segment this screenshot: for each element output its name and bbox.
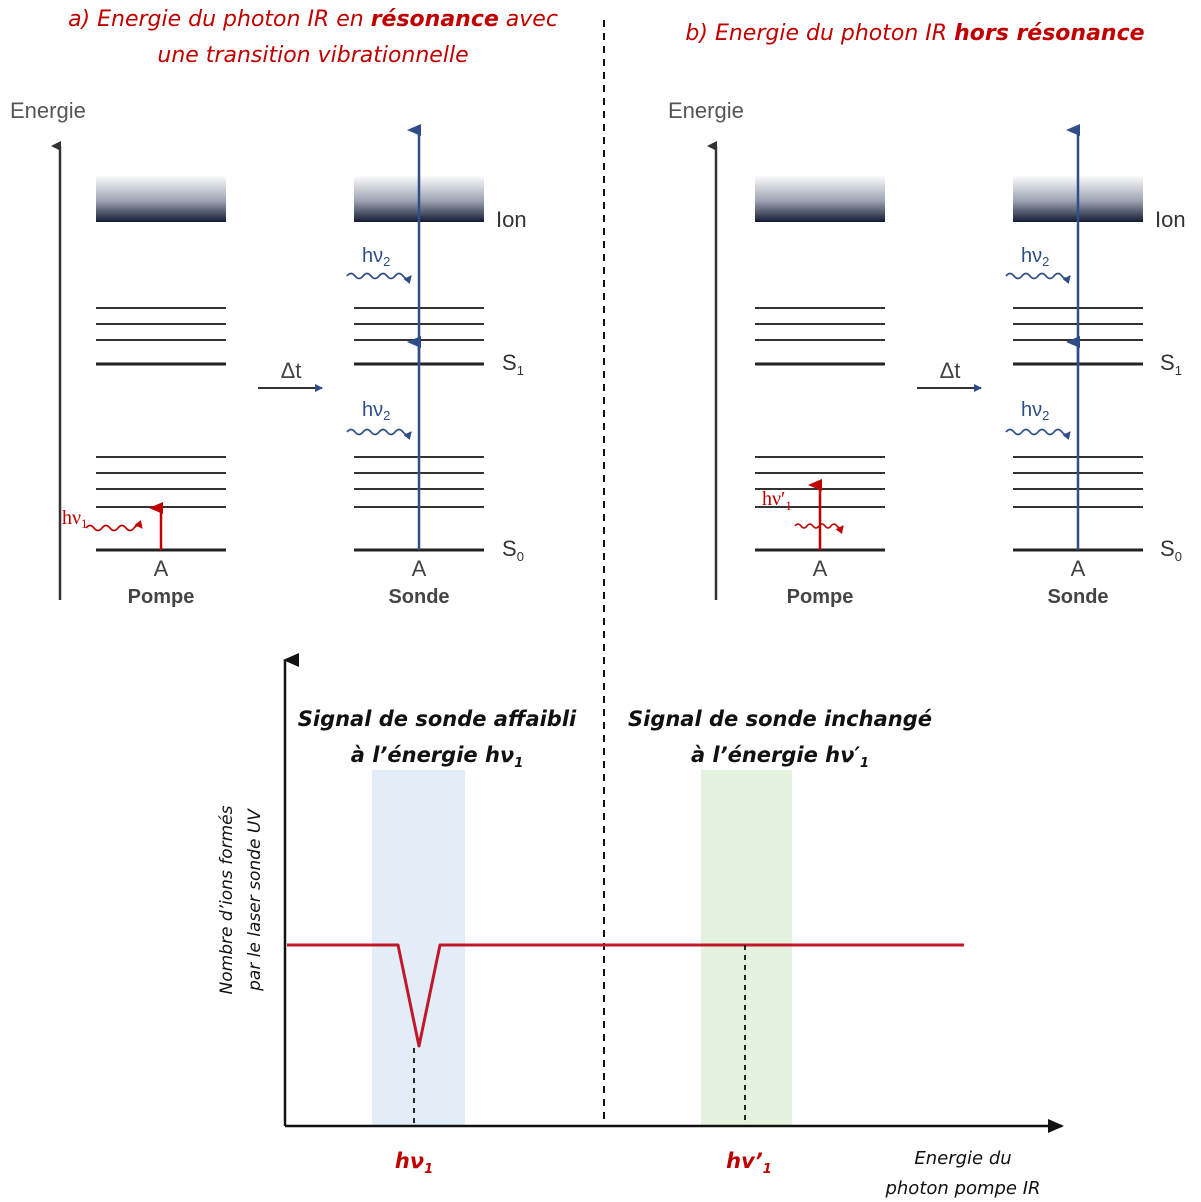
probe-photon-label-lower: hν2 <box>1021 399 1049 423</box>
panel-a-title-line2: une transition vibrationnelle <box>157 43 468 68</box>
state-a-label: A <box>154 556 169 581</box>
probe-photon-wave-lower <box>346 428 412 440</box>
probe-photon-wave-lower <box>1005 428 1071 440</box>
probe-photon-label-upper: hν2 <box>362 245 390 269</box>
probe-photon-label-lower: hν2 <box>362 399 390 423</box>
x-axis-label-line1: Energie du <box>914 1148 1011 1169</box>
pump-label: Pompe <box>128 586 195 608</box>
ion-level-label: Ion <box>496 207 527 232</box>
probe-label: Sonde <box>1047 586 1108 608</box>
probe-photon-wave-upper <box>1005 272 1071 284</box>
y-axis-label-line2: par le laser sonde UV <box>245 808 265 992</box>
ion-signal-chart: Signal de sonde affaibli à l’énergie hν1… <box>217 653 1064 1199</box>
energy-axis-label: Energie <box>10 98 86 123</box>
pump-photon-wave <box>85 520 143 532</box>
s0-level-label: S0 <box>1160 536 1182 564</box>
signal-b-label-line1: Signal de sonde inchangé <box>628 707 932 731</box>
x-tick-hv1-prime: hv’1 <box>726 1149 772 1177</box>
y-axis-label-line1: Nombre d’ions formés <box>217 805 237 994</box>
ion-signal-curve <box>287 943 964 1048</box>
offresonance-band <box>701 770 792 1126</box>
x-tick-hv1: hν1 <box>395 1149 433 1177</box>
panel-b-diagram: Energie hν′1 A Pompe Δt Ion S1 S0 <box>668 98 1186 608</box>
delay-label: Δt <box>281 358 302 383</box>
state-a-label: A <box>1071 556 1086 581</box>
probe-label: Sonde <box>388 586 449 608</box>
signal-a-label-line1: Signal de sonde affaibli <box>298 707 577 731</box>
x-axis-label-line2: photon pompe IR <box>884 1178 1040 1199</box>
pump-label: Pompe <box>787 586 854 608</box>
state-a-label: A <box>813 556 828 581</box>
ion-level-label: Ion <box>1155 207 1186 232</box>
resonance-band <box>372 770 465 1126</box>
ion-continuum <box>755 175 885 222</box>
state-a-label: A <box>412 556 427 581</box>
signal-a-label-line2: à l’énergie hν1 <box>351 743 524 771</box>
s1-level-label: S1 <box>502 350 524 378</box>
pump-photon-wave-offres <box>794 523 844 534</box>
s1-level-label: S1 <box>1160 350 1182 378</box>
probe-photon-wave-upper <box>346 272 412 284</box>
panel-a-diagram: Energie hν1 A Pompe Δt Ion S1 <box>10 98 527 608</box>
pump-photon-label: hν1 <box>62 507 88 531</box>
panel-b-title: b) Energie du photon IR hors résonance <box>685 21 1144 46</box>
ion-continuum <box>96 175 226 222</box>
energy-axis-label: Energie <box>668 98 744 123</box>
probe-photon-label-upper: hν2 <box>1021 245 1049 269</box>
signal-b-label-line2: à l’énergie hν′1 <box>691 743 869 771</box>
panel-a-title: a) Energie du photon IR en résonance ave… <box>68 7 558 32</box>
pump-photon-label-offres: hν′1 <box>762 488 792 513</box>
s0-level-label: S0 <box>502 536 524 564</box>
delay-label: Δt <box>940 358 961 383</box>
